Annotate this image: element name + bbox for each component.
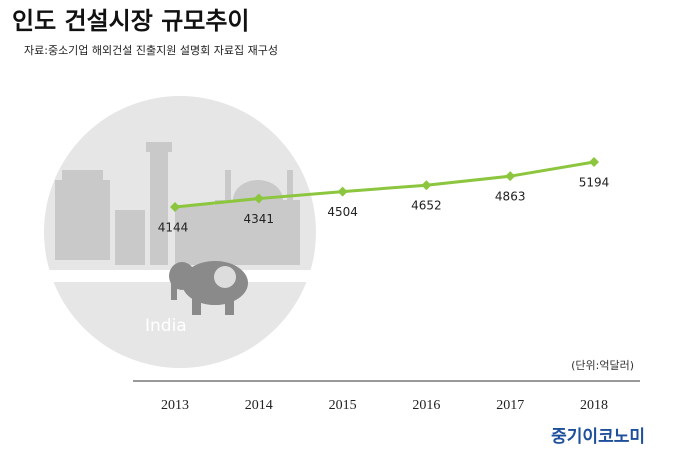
value-label: 4504 — [327, 205, 358, 219]
x-tick-label: 2016 — [412, 398, 440, 413]
data-point — [421, 180, 432, 191]
data-point — [505, 171, 516, 182]
image-label: India — [145, 316, 187, 336]
unit-label: (단위:억달러) — [571, 359, 634, 372]
data-point — [337, 186, 348, 197]
data-point — [253, 193, 264, 204]
x-tick-label: 2014 — [245, 398, 273, 413]
elephant-ornament — [214, 266, 236, 288]
chart-subtitle: 자료:중소기업 해외건설 진출지원 설명회 자료집 재구성 — [24, 43, 278, 57]
brand: 중기이코노미 — [551, 427, 645, 447]
x-tick-label: 2018 — [580, 398, 608, 413]
value-label: 4652 — [411, 199, 442, 213]
value-label: 4341 — [244, 212, 275, 226]
elephant — [169, 261, 248, 315]
data-point — [170, 202, 180, 212]
x-tick-label: 2013 — [161, 398, 189, 413]
x-tick-label: 2015 — [329, 398, 357, 413]
illustration: India — [40, 96, 320, 368]
data-point — [589, 157, 599, 167]
value-label: 5194 — [579, 176, 610, 190]
value-label: 4144 — [158, 221, 189, 235]
x-tick-label: 2017 — [496, 398, 524, 413]
chart-title: 인도 건설시장 규모추이 — [12, 7, 250, 35]
skyline — [55, 142, 300, 265]
data-line — [174, 160, 595, 209]
value-label: 4863 — [495, 190, 526, 204]
